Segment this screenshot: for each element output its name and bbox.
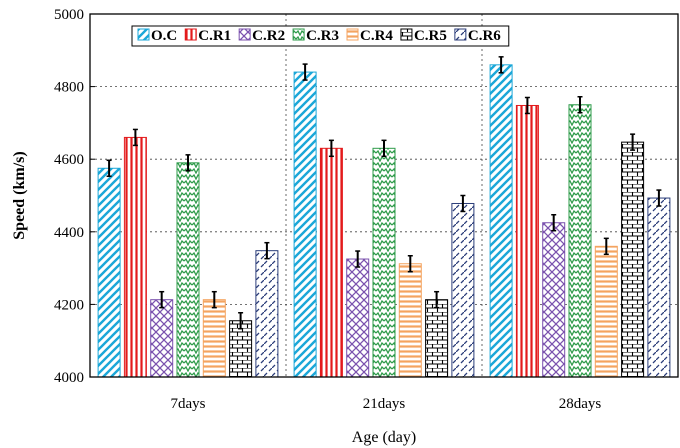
legend-swatch	[238, 28, 251, 41]
error-bar-cr1-28days	[524, 96, 530, 115]
bar-cr5-21days	[425, 299, 449, 378]
bar-cr4-28days	[594, 245, 618, 378]
bar-cr3-7days	[176, 162, 200, 378]
legend-label: O.C	[151, 28, 177, 44]
error-bar-oc-28days	[498, 56, 504, 74]
error-bar-cr6-21days	[460, 194, 466, 213]
error-bar-cr2-7days	[159, 290, 165, 309]
error-bar-cr4-28days	[603, 237, 609, 256]
legend-box	[131, 25, 510, 47]
bar-cr1-7days	[123, 136, 147, 378]
bar-cr3-21days	[372, 147, 396, 378]
error-bar-cr3-7days	[185, 154, 191, 172]
error-bars	[106, 56, 662, 330]
legend-item-cr3: C.R3	[292, 28, 339, 44]
error-bar-cr5-28days	[630, 133, 636, 151]
legend-swatch	[184, 28, 197, 41]
bar-cr6-21days	[451, 202, 475, 378]
legend-swatch	[137, 28, 150, 41]
x-tick-label: 28days	[559, 396, 602, 412]
legend-item-cr2: C.R2	[238, 28, 285, 44]
bar-cr4-21days	[398, 263, 422, 378]
bar-cr3-28days	[568, 104, 592, 378]
legend-label: C.R5	[414, 28, 447, 44]
legend-label: C.R3	[306, 28, 339, 44]
legend-label: C.R1	[198, 28, 231, 44]
error-bar-cr1-7days	[132, 128, 138, 147]
y-tick-label: 4800	[54, 80, 84, 96]
error-bar-cr1-21days	[328, 139, 334, 158]
legend-item-cr1: C.R1	[184, 28, 231, 44]
legend-item-cr5: C.R5	[400, 28, 447, 44]
error-bar-cr3-21days	[381, 139, 387, 158]
bar-cr1-28days	[515, 104, 539, 378]
bar-oc-21days	[293, 71, 317, 378]
bar-cr2-21days	[346, 258, 370, 378]
y-axis-title: Speed (km/s)	[11, 151, 28, 239]
bar-cr1-21days	[319, 147, 343, 378]
x-tick-label: 7days	[171, 396, 206, 412]
y-axis-ticks: 4000 4200 4400 4600 4800 5000	[54, 7, 95, 386]
bar-cr2-28days	[542, 222, 566, 378]
bar-oc-28days	[489, 64, 513, 378]
error-bar-cr3-28days	[577, 96, 583, 114]
x-axis-ticks: 7days 21days 28days	[171, 396, 602, 412]
y-tick-label: 4400	[54, 225, 84, 241]
error-bar-cr6-28days	[656, 189, 662, 207]
error-bar-oc-7days	[106, 159, 112, 178]
bar-cr5-28days	[621, 141, 645, 378]
error-bar-cr5-7days	[238, 311, 244, 330]
bar-cr6-28days	[647, 197, 671, 378]
legend-swatch	[400, 28, 413, 41]
error-bar-cr6-7days	[264, 241, 270, 260]
bar-oc-7days	[97, 167, 121, 378]
bar-cr6-7days	[255, 250, 279, 378]
legend-item-cr6: C.R6	[454, 28, 501, 44]
error-bar-cr2-28days	[551, 213, 557, 232]
legend-label: C.R4	[360, 28, 393, 44]
bar-cr2-7days	[150, 299, 174, 378]
x-axis-title: Age (day)	[352, 429, 416, 446]
y-tick-label: 5000	[54, 7, 84, 23]
legend-label: C.R2	[252, 28, 285, 44]
legend-label: C.R6	[468, 28, 501, 44]
y-tick-label: 4000	[54, 370, 84, 386]
y-tick-label: 4200	[54, 297, 84, 313]
error-bar-cr2-21days	[355, 250, 361, 268]
legend-item-cr4: C.R4	[346, 28, 393, 44]
x-tick-label: 21days	[363, 396, 406, 412]
y-tick-label: 4600	[54, 152, 84, 168]
bar-cr4-7days	[202, 299, 226, 378]
error-bar-cr5-21days	[434, 290, 440, 309]
error-bar-oc-21days	[302, 63, 308, 81]
legend-swatch	[292, 28, 305, 41]
legend-swatch	[454, 28, 467, 41]
plot-area-frame	[89, 13, 679, 378]
error-bar-cr4-7days	[211, 290, 217, 309]
legend-swatch	[346, 28, 359, 41]
legend-item-oc: O.C	[137, 28, 177, 44]
error-bar-cr4-21days	[407, 255, 413, 273]
bars	[97, 64, 671, 378]
legend: O.C C.R1 C.R2 C.R3 C.R4 C.R5 C.R6	[131, 25, 510, 47]
